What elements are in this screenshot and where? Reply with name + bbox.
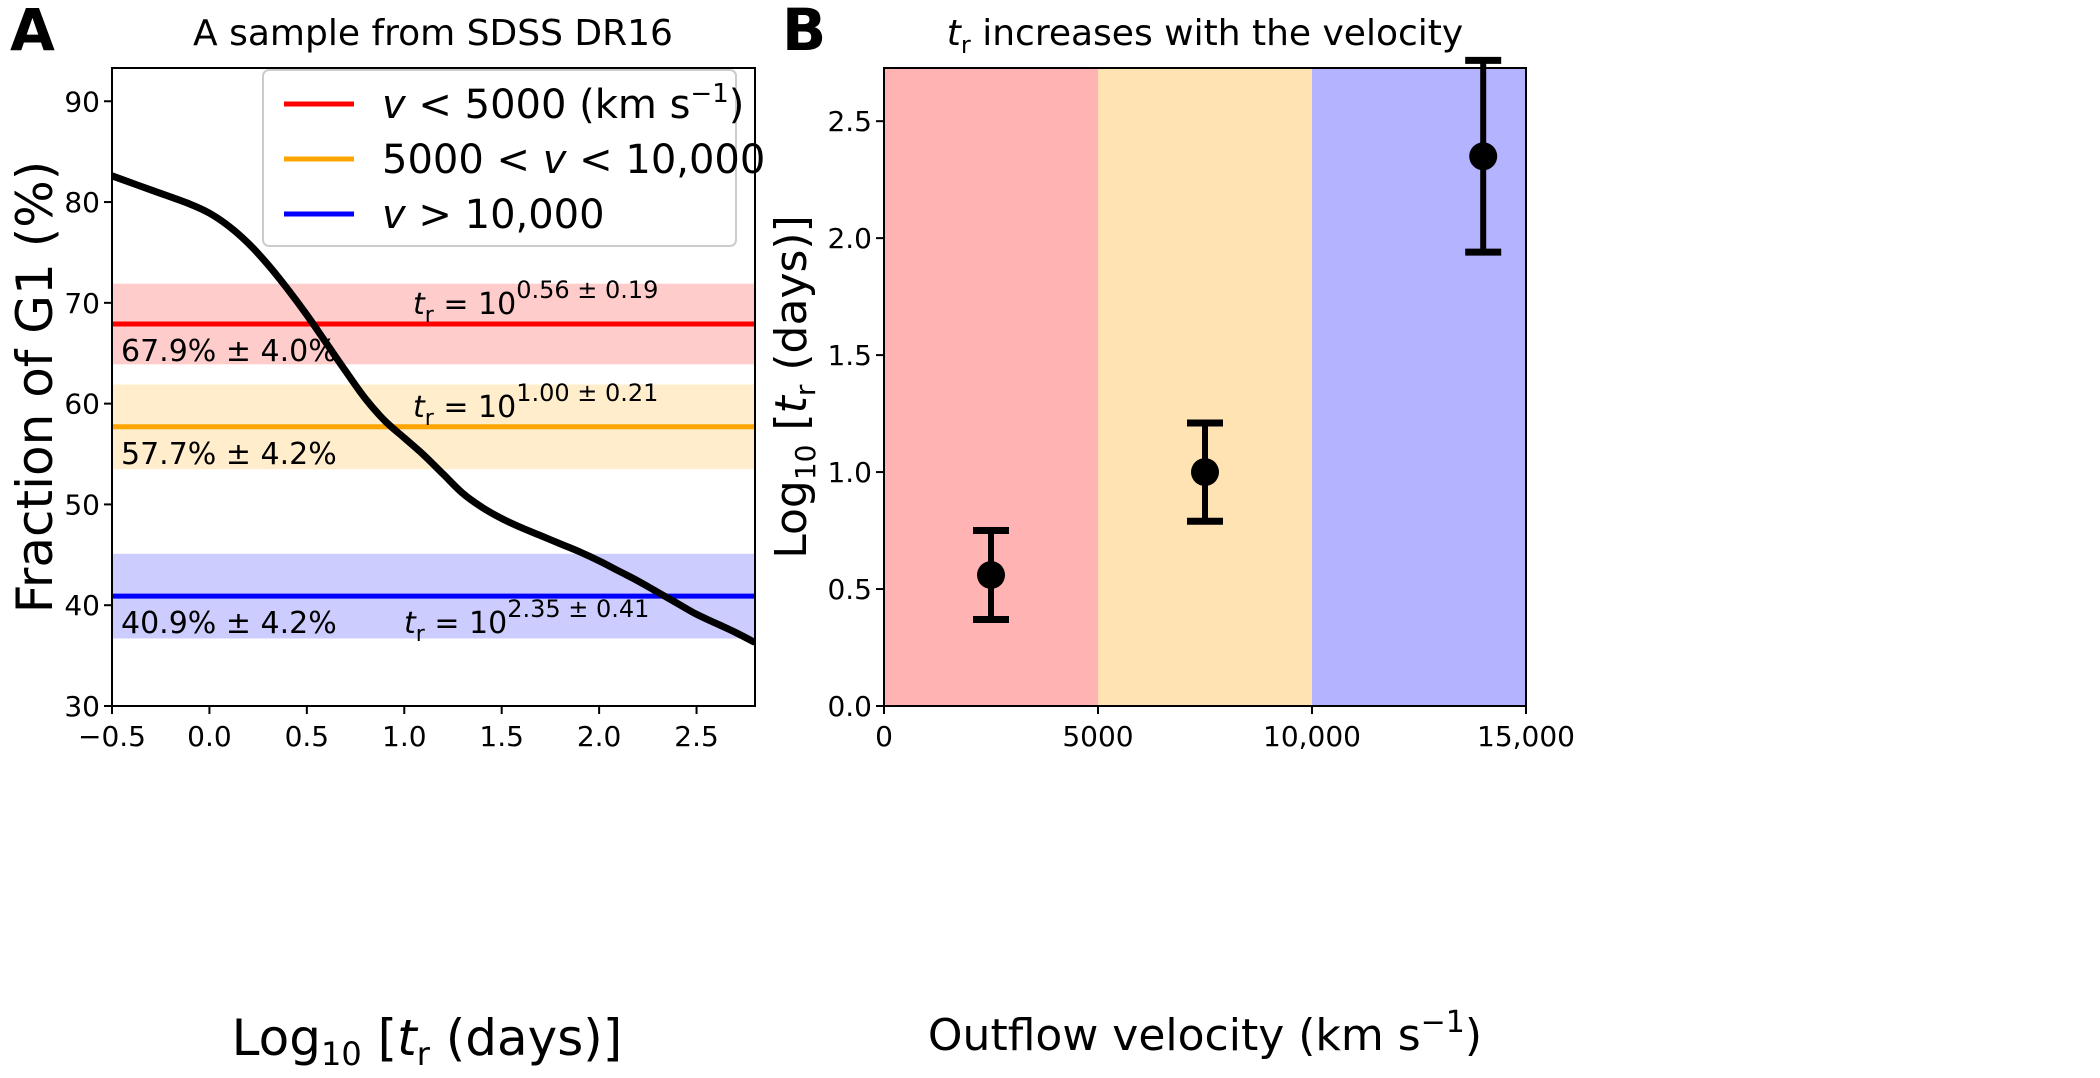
y-tick-label: 80	[64, 186, 100, 219]
errorbar-point-group	[973, 56, 1502, 623]
x-tick-label: 1.5	[479, 720, 524, 753]
x-tick-label: 0	[875, 720, 893, 753]
x-tick-group: 0 5000 10,000 15,000	[875, 706, 1575, 753]
tr-annotation: tr = 101.00 ± 0.21	[413, 379, 658, 431]
y-tick-group: 30 40 50 60 70 80 90	[64, 85, 112, 723]
panel-b-x-axis-label: Outflow velocity (km s−1)	[928, 1005, 1482, 1061]
x-tick-label: 0.5	[285, 720, 330, 753]
y-tick-label: 1.5	[827, 339, 872, 372]
y-tick-label: 50	[64, 488, 100, 521]
x-tick-label: 5000	[1062, 720, 1133, 753]
fraction-annotation: 57.7% ± 4.2%	[121, 437, 337, 472]
panel-a-x-axis-label: Log10 [tr (days)]	[232, 1009, 623, 1073]
fraction-annotation: 67.9% ± 4.0%	[121, 334, 337, 369]
fraction-annotation: 40.9% ± 4.2%	[121, 606, 337, 641]
y-tick-group: 0.0 0.5 1.0 1.5 2.0 2.5	[827, 105, 884, 723]
annotation-group: 67.9% ± 4.0% tr = 100.56 ± 0.19 57.7% ± 4.…	[121, 276, 658, 647]
legend-label: v < 5000 (km s−1)	[382, 79, 744, 128]
data-point	[1469, 142, 1498, 171]
panel-letter-a: A	[10, 0, 55, 64]
curve-group	[112, 172, 755, 646]
panel-a: A A sample from SDSS DR16 67.9% ± 4.0% tr…	[6, 0, 765, 1073]
legend: v < 5000 (km s−1) 5000 < v < 10,000 v > 10…	[262, 69, 765, 247]
x-tick-label: 15,000	[1477, 720, 1575, 753]
x-tick-label: 1.0	[382, 720, 427, 753]
y-tick-label: 1.0	[827, 456, 872, 489]
y-tick-label: 70	[64, 287, 100, 320]
y-tick-label: 2.5	[827, 105, 872, 138]
g1-fraction-curve	[112, 172, 755, 646]
y-tick-label: 90	[64, 85, 100, 118]
data-point	[977, 561, 1005, 589]
legend-label: v > 10,000	[382, 192, 605, 238]
velocity-region-group	[884, 68, 1526, 706]
velocity-region	[1098, 68, 1312, 706]
band-group	[112, 283, 755, 639]
velocity-region	[1312, 68, 1526, 706]
x-tick-label: 10,000	[1263, 720, 1361, 753]
tr-annotation: tr = 102.35 ± 0.41	[404, 595, 649, 647]
tr-annotation: tr = 100.56 ± 0.19	[413, 276, 658, 328]
x-tick-label: −0.5	[78, 720, 146, 753]
panel-b-axes-frame	[883, 67, 1527, 707]
data-point	[1191, 458, 1219, 487]
legend-box	[262, 69, 737, 247]
y-tick-label: 2.0	[827, 222, 872, 255]
y-tick-label: 40	[64, 589, 100, 622]
x-tick-label: 0.0	[187, 720, 232, 753]
panel-a-axes-frame	[111, 67, 756, 707]
panel-b: B tr increases with the velocity 0 5000 10…	[766, 0, 1575, 1061]
x-tick-label: 2.0	[577, 720, 622, 753]
panel-letter-b: B	[782, 0, 826, 64]
legend-label: 5000 < v < 10,000	[382, 137, 765, 183]
x-tick-group: −0.5 0.0 0.5 1.0 1.5 2.0 2.5	[78, 706, 719, 753]
panel-a-y-axis-label: Fraction of G1 (%)	[6, 161, 64, 614]
y-tick-label: 60	[64, 388, 100, 421]
y-tick-label: 0.0	[827, 690, 872, 723]
x-tick-label: 2.5	[674, 720, 719, 753]
panel-b-y-axis-label: Log10 [tr (days)]	[766, 215, 822, 559]
panel-b-title: tr increases with the velocity	[947, 13, 1463, 59]
y-tick-label: 0.5	[827, 573, 872, 606]
y-tick-label: 30	[64, 690, 100, 723]
panel-a-title: A sample from SDSS DR16	[193, 13, 673, 54]
